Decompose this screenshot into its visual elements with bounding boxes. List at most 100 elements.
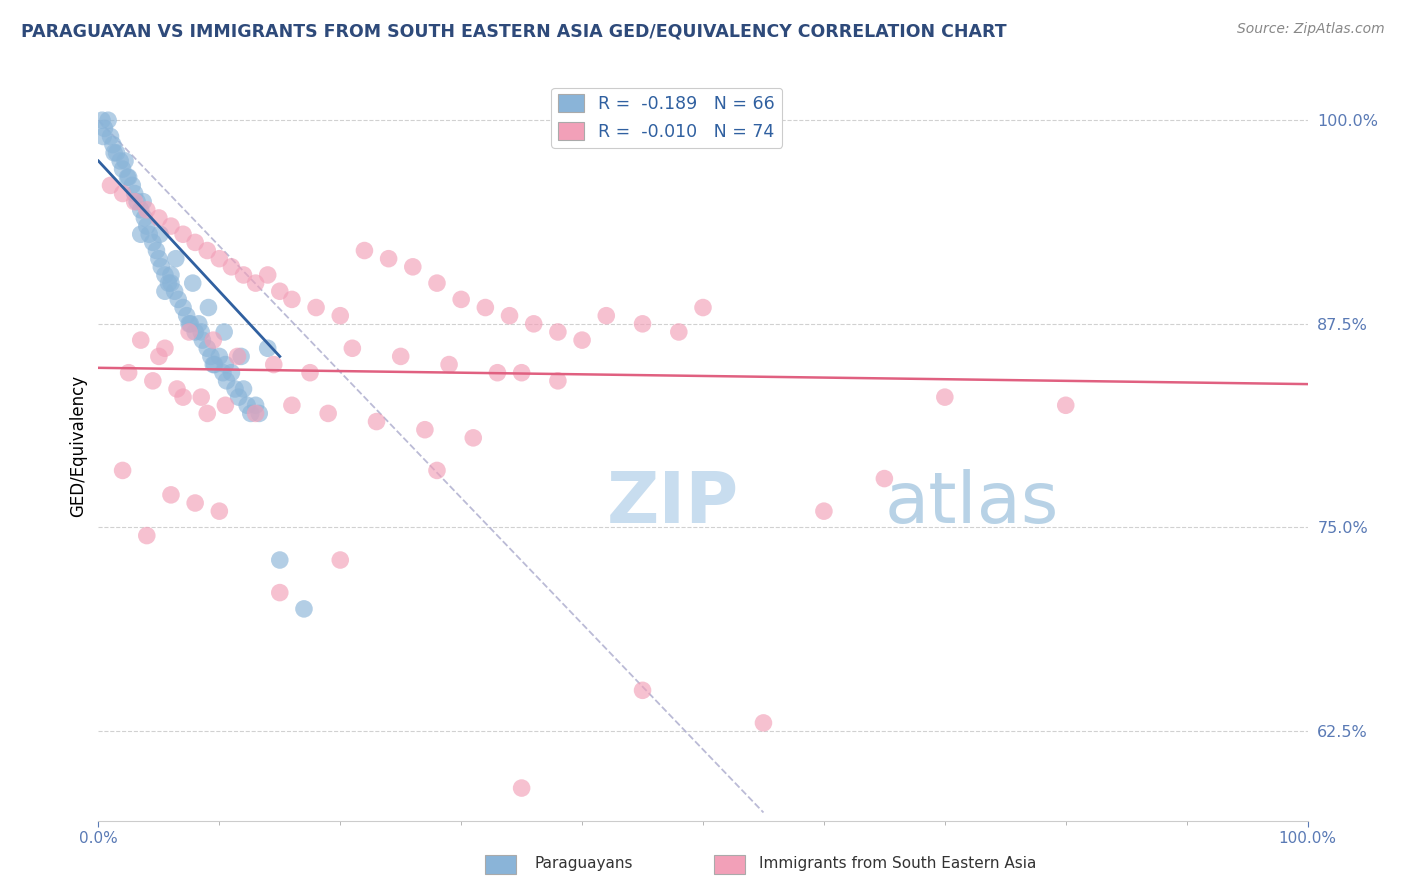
Point — [101, 137, 124, 152]
Point — [232, 268, 254, 282]
Point — [247, 406, 270, 420]
Point — [165, 252, 187, 266]
Point — [118, 170, 141, 185]
Point — [157, 276, 180, 290]
Point — [426, 276, 449, 290]
Point — [91, 113, 114, 128]
Point — [214, 398, 236, 412]
Text: PARAGUAYAN VS IMMIGRANTS FROM SOUTH EASTERN ASIA GED/EQUIVALENCY CORRELATION CHA: PARAGUAYAN VS IMMIGRANTS FROM SOUTH EAST… — [21, 22, 1007, 40]
Point — [229, 350, 252, 364]
Point — [292, 602, 315, 616]
Point — [263, 358, 285, 372]
Point — [329, 309, 352, 323]
Point — [184, 325, 207, 339]
Point — [402, 260, 425, 274]
Point — [245, 406, 267, 420]
Point — [245, 398, 267, 412]
Point — [142, 235, 165, 250]
Point — [163, 285, 186, 299]
Point — [256, 341, 278, 355]
Point — [190, 325, 212, 339]
Point — [195, 341, 218, 355]
Point — [197, 301, 219, 315]
Point — [160, 488, 183, 502]
Point — [160, 268, 183, 282]
Point — [498, 309, 520, 323]
Point — [111, 162, 134, 177]
Point — [103, 145, 125, 160]
Point — [239, 406, 262, 420]
Point — [389, 350, 412, 364]
Point — [184, 496, 207, 510]
Point — [353, 244, 375, 258]
Point — [214, 358, 236, 372]
Point — [97, 113, 120, 128]
Point — [510, 780, 533, 795]
Point — [148, 252, 170, 266]
Point — [129, 333, 152, 347]
Point — [129, 202, 152, 217]
Point — [510, 366, 533, 380]
Point — [221, 366, 243, 380]
Point — [129, 227, 152, 242]
Point — [111, 463, 134, 477]
Point — [150, 260, 173, 274]
Point — [269, 553, 291, 567]
Point — [281, 398, 304, 412]
Point — [195, 406, 218, 420]
Point — [236, 398, 259, 412]
Point — [142, 374, 165, 388]
Point — [184, 235, 207, 250]
Point — [190, 390, 212, 404]
Point — [132, 194, 155, 209]
Point — [329, 553, 352, 567]
Point — [153, 268, 176, 282]
Point — [208, 504, 231, 518]
Point — [377, 252, 399, 266]
Point — [934, 390, 956, 404]
Text: atlas: atlas — [884, 468, 1059, 538]
Point — [93, 121, 115, 136]
Point — [463, 431, 485, 445]
Point — [108, 153, 131, 168]
Y-axis label: GED/Equivalency: GED/Equivalency — [69, 375, 87, 517]
Point — [100, 178, 122, 193]
Point — [342, 341, 364, 355]
Point — [202, 333, 225, 347]
Point — [135, 219, 157, 233]
Point — [127, 194, 149, 209]
Point — [138, 227, 160, 242]
Point — [118, 366, 141, 380]
Point — [281, 293, 304, 307]
Point — [437, 358, 460, 372]
Point — [813, 504, 835, 518]
Point — [200, 350, 222, 364]
Point — [413, 423, 436, 437]
Point — [172, 227, 194, 242]
Point — [135, 202, 157, 217]
Point — [595, 309, 617, 323]
Point — [232, 382, 254, 396]
Point — [124, 186, 146, 201]
Point — [523, 317, 546, 331]
Point — [179, 317, 201, 331]
Point — [105, 145, 128, 160]
Point — [316, 406, 339, 420]
Point — [547, 325, 569, 339]
Point — [547, 374, 569, 388]
Point — [111, 186, 134, 201]
Point — [245, 276, 267, 290]
Point — [474, 301, 496, 315]
Point — [100, 129, 122, 144]
Legend: R =  -0.189   N = 66, R =  -0.010   N = 74: R = -0.189 N = 66, R = -0.010 N = 74 — [551, 87, 782, 147]
Point — [179, 317, 201, 331]
Point — [202, 358, 225, 372]
Point — [172, 301, 194, 315]
Point — [117, 170, 139, 185]
Point — [121, 178, 143, 193]
Point — [135, 528, 157, 542]
Point — [668, 325, 690, 339]
Point — [191, 333, 214, 347]
Point — [208, 350, 231, 364]
Point — [181, 276, 204, 290]
